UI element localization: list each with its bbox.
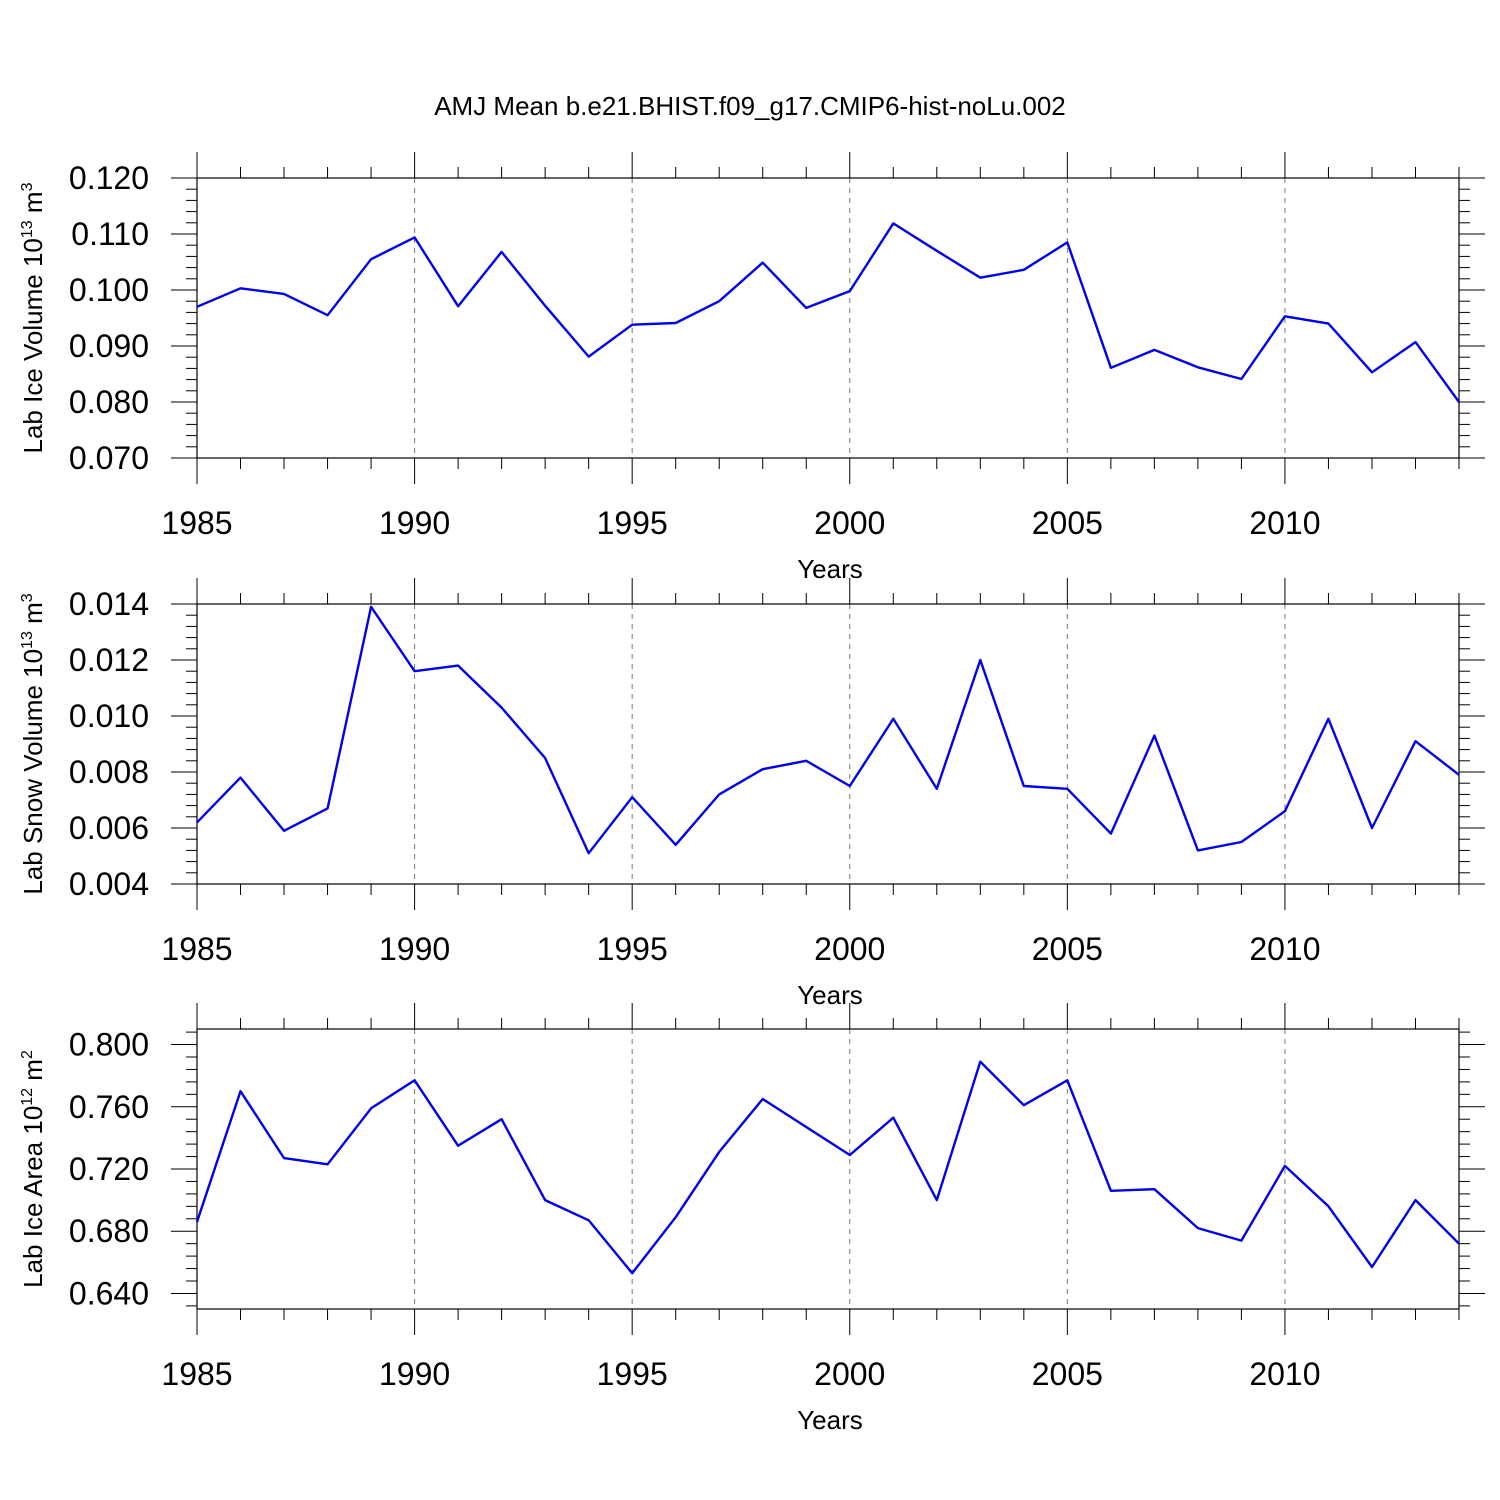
panel-3: 0.640 0.680 0.720 0.760 0.800 1985 1990 1995 200… (18, 1003, 1485, 1435)
y-tick-label: 0.080 (69, 384, 149, 420)
x-axis-label: Years (797, 554, 863, 584)
x-axis-label: Years (797, 1405, 863, 1435)
panels: 0.070 0.080 0.090 0.100 0.110 0.120 1985 1990 19… (18, 152, 1485, 1435)
y-tick-label: 0.760 (69, 1089, 149, 1125)
x-tick-label: 1995 (597, 1356, 668, 1392)
y-tick-label: 0.090 (69, 328, 149, 364)
x-tick-label: 1995 (597, 931, 668, 967)
y-axis-label: Lab Ice Area 1012 m2 (18, 1050, 48, 1288)
panel-1: 0.070 0.080 0.090 0.100 0.110 0.120 1985 1990 19… (18, 152, 1485, 584)
plot-frame (196, 1028, 1460, 1310)
x-tick-label: 2000 (814, 931, 885, 967)
figure-title: AMJ Mean b.e21.BHIST.f09_g17.CMIP6-hist-… (434, 91, 1066, 121)
y-tick-label: 0.014 (69, 586, 149, 622)
x-tick-label: 1990 (379, 1356, 450, 1392)
x-tick-label: 1985 (161, 931, 232, 967)
y-axis-label: Lab Snow Volume 1013 m3 (18, 593, 48, 894)
x-tick-label: 1990 (379, 931, 450, 967)
y-tick-label: 0.004 (69, 866, 149, 902)
x-tick-label: 2005 (1032, 505, 1103, 541)
y-tick-label: 0.640 (69, 1275, 149, 1311)
y-tick-label: 0.110 (71, 216, 149, 252)
data-series-line (196, 222, 1460, 403)
y-tick-label: 0.100 (69, 272, 149, 308)
x-tick-label: 2010 (1249, 505, 1320, 541)
x-tick-label: 1985 (161, 1356, 232, 1392)
x-tick-label: 2010 (1249, 1356, 1320, 1392)
x-tick-label: 1995 (597, 505, 668, 541)
x-tick-label: 2005 (1032, 931, 1103, 967)
y-tick-label: 0.012 (69, 642, 149, 678)
y-tick-label: 0.720 (69, 1151, 149, 1187)
y-tick-label: 0.120 (69, 160, 149, 196)
data-series-line (196, 605, 1460, 855)
x-tick-label: 2010 (1249, 931, 1320, 967)
x-tick-label: 2000 (814, 505, 885, 541)
y-tick-label: 0.006 (69, 810, 149, 846)
y-tick-label: 0.680 (69, 1213, 149, 1249)
y-axis-label: Lab Ice Volume 1013 m3 (18, 182, 48, 453)
y-tick-label: 0.800 (69, 1027, 149, 1063)
y-tick-label: 0.070 (69, 440, 149, 476)
panel-2: 0.004 0.006 0.008 0.010 0.012 0.014 1985 1990 19… (18, 578, 1485, 1010)
x-axis-label: Years (797, 980, 863, 1010)
x-tick-label: 2005 (1032, 1356, 1103, 1392)
plot-frame (196, 603, 1460, 885)
x-tick-label: 1990 (379, 505, 450, 541)
y-tick-label: 0.010 (69, 698, 149, 734)
data-series-line (195, 1060, 1460, 1275)
y-tick-label: 0.008 (69, 754, 149, 790)
x-tick-label: 2000 (814, 1356, 885, 1392)
x-tick-label: 1985 (161, 505, 232, 541)
plot-frame (196, 177, 1460, 459)
